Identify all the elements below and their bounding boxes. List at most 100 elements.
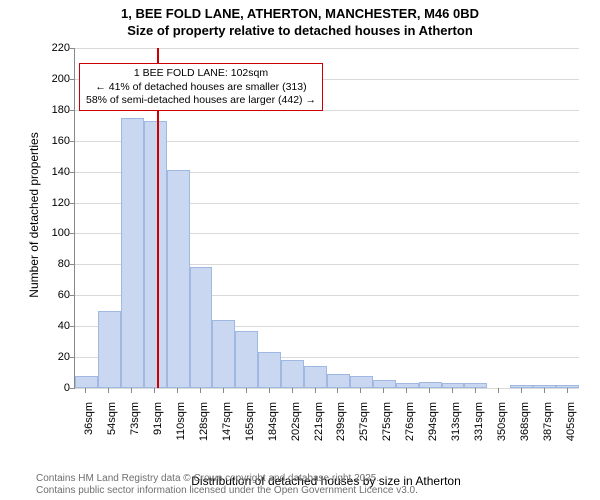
- x-tick-mark: [315, 388, 316, 393]
- y-tick-label: 220: [30, 42, 70, 54]
- y-tick-mark: [69, 264, 74, 265]
- y-tick-label: 100: [30, 227, 70, 239]
- x-tick-label: 368sqm: [519, 402, 531, 450]
- page-title-line2: Size of property relative to detached ho…: [0, 21, 600, 38]
- y-tick-mark: [69, 388, 74, 389]
- y-tick-label: 40: [30, 320, 70, 332]
- gridline: [75, 388, 579, 389]
- page-root: 1, BEE FOLD LANE, ATHERTON, MANCHESTER, …: [0, 0, 600, 500]
- x-tick-label: 221sqm: [313, 402, 325, 450]
- chart-plot-area: 1 BEE FOLD LANE: 102sqm← 41% of detached…: [74, 48, 579, 389]
- bar: [327, 374, 350, 388]
- bar: [373, 380, 396, 388]
- y-tick-label: 180: [30, 104, 70, 116]
- bar: [510, 385, 533, 388]
- x-tick-label: 405sqm: [565, 402, 577, 450]
- x-tick-mark: [498, 388, 499, 393]
- bar: [396, 383, 419, 388]
- x-tick-mark: [85, 388, 86, 393]
- y-tick-mark: [69, 326, 74, 327]
- y-tick-mark: [69, 110, 74, 111]
- y-tick-mark: [69, 357, 74, 358]
- y-tick-label: 160: [30, 135, 70, 147]
- bar: [75, 376, 98, 388]
- x-tick-mark: [406, 388, 407, 393]
- x-tick-label: 184sqm: [267, 402, 279, 450]
- y-tick-mark: [69, 141, 74, 142]
- callout-line-2: ← 41% of detached houses are smaller (31…: [86, 81, 316, 94]
- x-tick-label: 54sqm: [106, 402, 118, 450]
- x-tick-mark: [200, 388, 201, 393]
- bar: [98, 311, 121, 388]
- callout-line-1: 1 BEE FOLD LANE: 102sqm: [86, 67, 316, 80]
- x-tick-mark: [475, 388, 476, 393]
- bar: [304, 366, 327, 388]
- credit-line-2: Contains public sector information licen…: [36, 485, 418, 496]
- gridline: [75, 48, 579, 49]
- x-tick-label: 294sqm: [427, 402, 439, 450]
- bar: [167, 170, 190, 388]
- x-tick-label: 73sqm: [129, 402, 141, 450]
- y-tick-label: 60: [30, 289, 70, 301]
- bar: [350, 376, 373, 388]
- x-tick-mark: [246, 388, 247, 393]
- x-tick-label: 91sqm: [152, 402, 164, 450]
- bar: [235, 331, 258, 388]
- bar: [258, 352, 281, 388]
- x-tick-mark: [154, 388, 155, 393]
- x-tick-label: 202sqm: [290, 402, 302, 450]
- x-tick-label: 257sqm: [358, 402, 370, 450]
- x-tick-mark: [269, 388, 270, 393]
- x-tick-mark: [383, 388, 384, 393]
- bar: [190, 267, 213, 388]
- y-tick-mark: [69, 48, 74, 49]
- x-tick-label: 239sqm: [335, 402, 347, 450]
- x-tick-mark: [429, 388, 430, 393]
- x-tick-mark: [360, 388, 361, 393]
- y-tick-label: 200: [30, 73, 70, 85]
- x-tick-label: 165sqm: [244, 402, 256, 450]
- x-tick-mark: [544, 388, 545, 393]
- x-tick-mark: [292, 388, 293, 393]
- x-tick-label: 110sqm: [175, 402, 187, 450]
- y-tick-mark: [69, 79, 74, 80]
- x-tick-label: 313sqm: [450, 402, 462, 450]
- x-tick-label: 36sqm: [83, 402, 95, 450]
- credit-line-1: Contains HM Land Registry data © Crown c…: [36, 473, 379, 484]
- bar: [281, 360, 304, 388]
- y-tick-mark: [69, 172, 74, 173]
- callout-line-3: 58% of semi-detached houses are larger (…: [86, 94, 316, 107]
- x-tick-mark: [131, 388, 132, 393]
- x-tick-mark: [337, 388, 338, 393]
- x-tick-mark: [567, 388, 568, 393]
- x-tick-mark: [223, 388, 224, 393]
- x-tick-mark: [177, 388, 178, 393]
- bar: [464, 383, 487, 388]
- x-tick-mark: [452, 388, 453, 393]
- bar: [419, 382, 442, 388]
- x-tick-label: 276sqm: [404, 402, 416, 450]
- y-tick-label: 140: [30, 166, 70, 178]
- bar: [144, 121, 167, 388]
- y-tick-label: 120: [30, 197, 70, 209]
- x-tick-label: 350sqm: [496, 402, 508, 450]
- y-tick-mark: [69, 233, 74, 234]
- x-tick-label: 387sqm: [542, 402, 554, 450]
- y-tick-label: 0: [30, 382, 70, 394]
- y-tick-label: 80: [30, 258, 70, 270]
- chart-container: Number of detached properties 1 BEE FOLD…: [46, 44, 586, 416]
- bar: [121, 118, 144, 388]
- x-tick-mark: [108, 388, 109, 393]
- bar: [533, 385, 556, 388]
- x-tick-label: 147sqm: [221, 402, 233, 450]
- x-tick-label: 331sqm: [473, 402, 485, 450]
- page-title-line1: 1, BEE FOLD LANE, ATHERTON, MANCHESTER, …: [0, 0, 600, 21]
- x-tick-mark: [521, 388, 522, 393]
- x-tick-label: 275sqm: [381, 402, 393, 450]
- x-tick-label: 128sqm: [198, 402, 210, 450]
- y-tick-label: 20: [30, 351, 70, 363]
- bar: [212, 320, 235, 388]
- bar: [556, 385, 579, 388]
- y-tick-mark: [69, 295, 74, 296]
- callout-box: 1 BEE FOLD LANE: 102sqm← 41% of detached…: [79, 63, 323, 110]
